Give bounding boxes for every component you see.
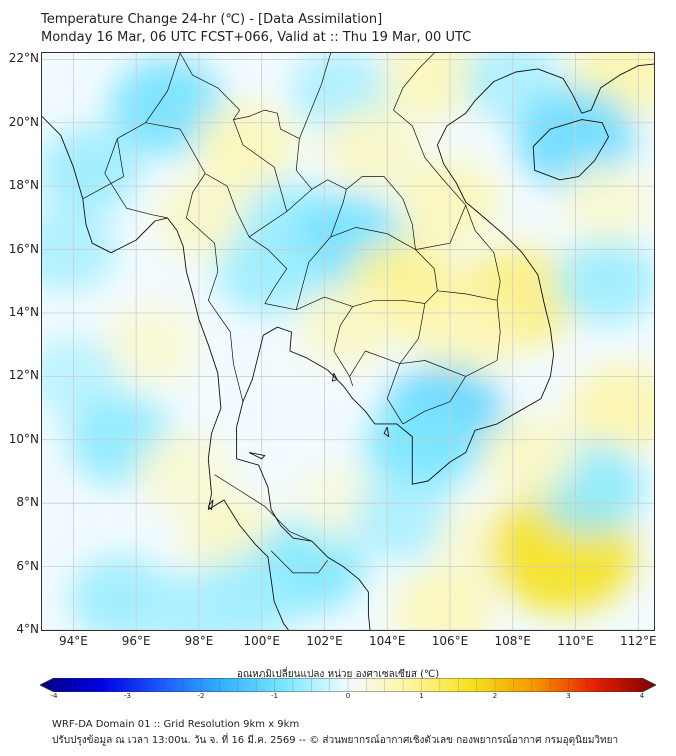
map-panel bbox=[41, 52, 655, 631]
anomaly-blob-31 bbox=[569, 362, 654, 454]
coastline-4 bbox=[207, 499, 214, 510]
border-line-2 bbox=[393, 53, 501, 301]
footer-credit: ปรับปรุงข้อมูล ณ เวลา 13:00น. วัน จ. ที่… bbox=[52, 735, 619, 746]
lat-label: 10°N bbox=[8, 431, 39, 446]
border-line-0 bbox=[179, 53, 438, 387]
colorbar-tick-label: -1 bbox=[271, 692, 278, 700]
anomaly-blob-7 bbox=[194, 101, 298, 189]
coastline-0 bbox=[42, 116, 289, 630]
colorbar-tick-label: -4 bbox=[50, 692, 58, 700]
chart-title: Temperature Change 24-hr (℃) - [Data Ass… bbox=[41, 12, 383, 27]
border-line-6 bbox=[264, 296, 353, 311]
lat-label: 16°N bbox=[8, 241, 39, 256]
colorbar bbox=[40, 678, 656, 692]
lon-label: 106°E bbox=[431, 634, 469, 648]
coastline-5 bbox=[248, 452, 266, 460]
lon-label: 104°E bbox=[368, 634, 406, 648]
lon-label: 94°E bbox=[58, 634, 88, 648]
border-line-12 bbox=[270, 550, 328, 574]
border-line-9 bbox=[330, 189, 347, 238]
border-line-3 bbox=[402, 290, 501, 425]
border-line-15 bbox=[349, 350, 466, 377]
lon-label: 98°E bbox=[184, 634, 214, 648]
anomaly-blob-0 bbox=[109, 57, 226, 157]
anomaly-blob-34 bbox=[392, 567, 495, 630]
coastlines bbox=[42, 63, 654, 630]
anomaly-blob-3 bbox=[383, 53, 486, 119]
lon-label: 108°E bbox=[494, 634, 532, 648]
lat-label: 6°N bbox=[16, 558, 39, 573]
anomaly-blob-20 bbox=[105, 304, 199, 385]
colorbar-gradient bbox=[40, 678, 656, 692]
lat-label: 14°N bbox=[8, 304, 39, 319]
anomaly-blob-23 bbox=[136, 431, 231, 512]
lon-label: 102°E bbox=[306, 634, 343, 648]
colorbar-tick-label: -2 bbox=[197, 692, 205, 700]
lon-label: 110°E bbox=[557, 634, 594, 648]
border-line-16 bbox=[145, 122, 206, 174]
anomaly-blob-19 bbox=[363, 402, 475, 497]
lat-label: 22°N bbox=[8, 51, 39, 66]
temperature-map bbox=[42, 53, 654, 630]
anomaly-blob-28 bbox=[353, 477, 452, 561]
colorbar-tick-label: -3 bbox=[124, 692, 131, 700]
lon-label: 96°E bbox=[121, 634, 151, 648]
coastline-2 bbox=[532, 119, 609, 181]
border-line-5 bbox=[205, 173, 288, 304]
lon-label: 112°E bbox=[620, 634, 657, 648]
lon-label: 100°E bbox=[243, 634, 280, 648]
chart-subtitle: Monday 16 Mar, 06 UTC FCST+066, Valid at… bbox=[41, 30, 472, 45]
anomaly-blob-16 bbox=[300, 283, 399, 368]
border-line-17 bbox=[186, 173, 244, 402]
anomaly-blob-8 bbox=[322, 106, 421, 190]
anomaly-blob-39 bbox=[143, 572, 242, 630]
anomaly-blob-33 bbox=[479, 413, 578, 498]
temperature-field bbox=[42, 53, 654, 630]
colorbar-tick-label: 0 bbox=[345, 692, 351, 700]
anomaly-blob-17 bbox=[414, 291, 517, 379]
coastline-3 bbox=[383, 426, 390, 438]
border-line-4 bbox=[104, 53, 181, 219]
coastline-1 bbox=[236, 63, 654, 630]
anomaly-blob-37 bbox=[560, 162, 654, 242]
lat-label: 18°N bbox=[8, 178, 39, 193]
border-line-13 bbox=[415, 205, 467, 250]
colorbar-tick-label: 4 bbox=[639, 692, 645, 700]
border-line-8 bbox=[295, 227, 416, 310]
coastline-6 bbox=[331, 373, 338, 382]
lat-label: 20°N bbox=[8, 114, 39, 129]
anomaly-blob-13 bbox=[216, 228, 320, 316]
lat-label: 4°N bbox=[16, 622, 39, 636]
anomaly-blob-1 bbox=[42, 126, 141, 214]
lat-label: 12°N bbox=[8, 368, 39, 383]
border-line-10 bbox=[233, 119, 288, 212]
anomaly-blob-36 bbox=[555, 237, 654, 325]
lat-lon-grid bbox=[42, 53, 654, 630]
colorbar-tick-label: 3 bbox=[566, 692, 571, 700]
border-line-18 bbox=[82, 138, 124, 200]
colorbar-tick-label: 2 bbox=[492, 692, 498, 700]
border-line-1 bbox=[299, 53, 332, 139]
anomaly-blob-10 bbox=[156, 176, 255, 260]
border-line-11 bbox=[214, 474, 313, 542]
lat-label: 8°N bbox=[16, 495, 39, 510]
country-borders bbox=[82, 53, 501, 574]
colorbar-label: อุณหภูมิเปลี่ยนแปลง หน่วย องศาเซลเซียส (… bbox=[236, 669, 440, 680]
colorbar-ticks bbox=[53, 678, 643, 692]
colorbar-tick-label: 1 bbox=[419, 692, 424, 700]
footer-domain-info: WRF-DA Domain 01 :: Grid Resolution 9km … bbox=[52, 719, 300, 730]
